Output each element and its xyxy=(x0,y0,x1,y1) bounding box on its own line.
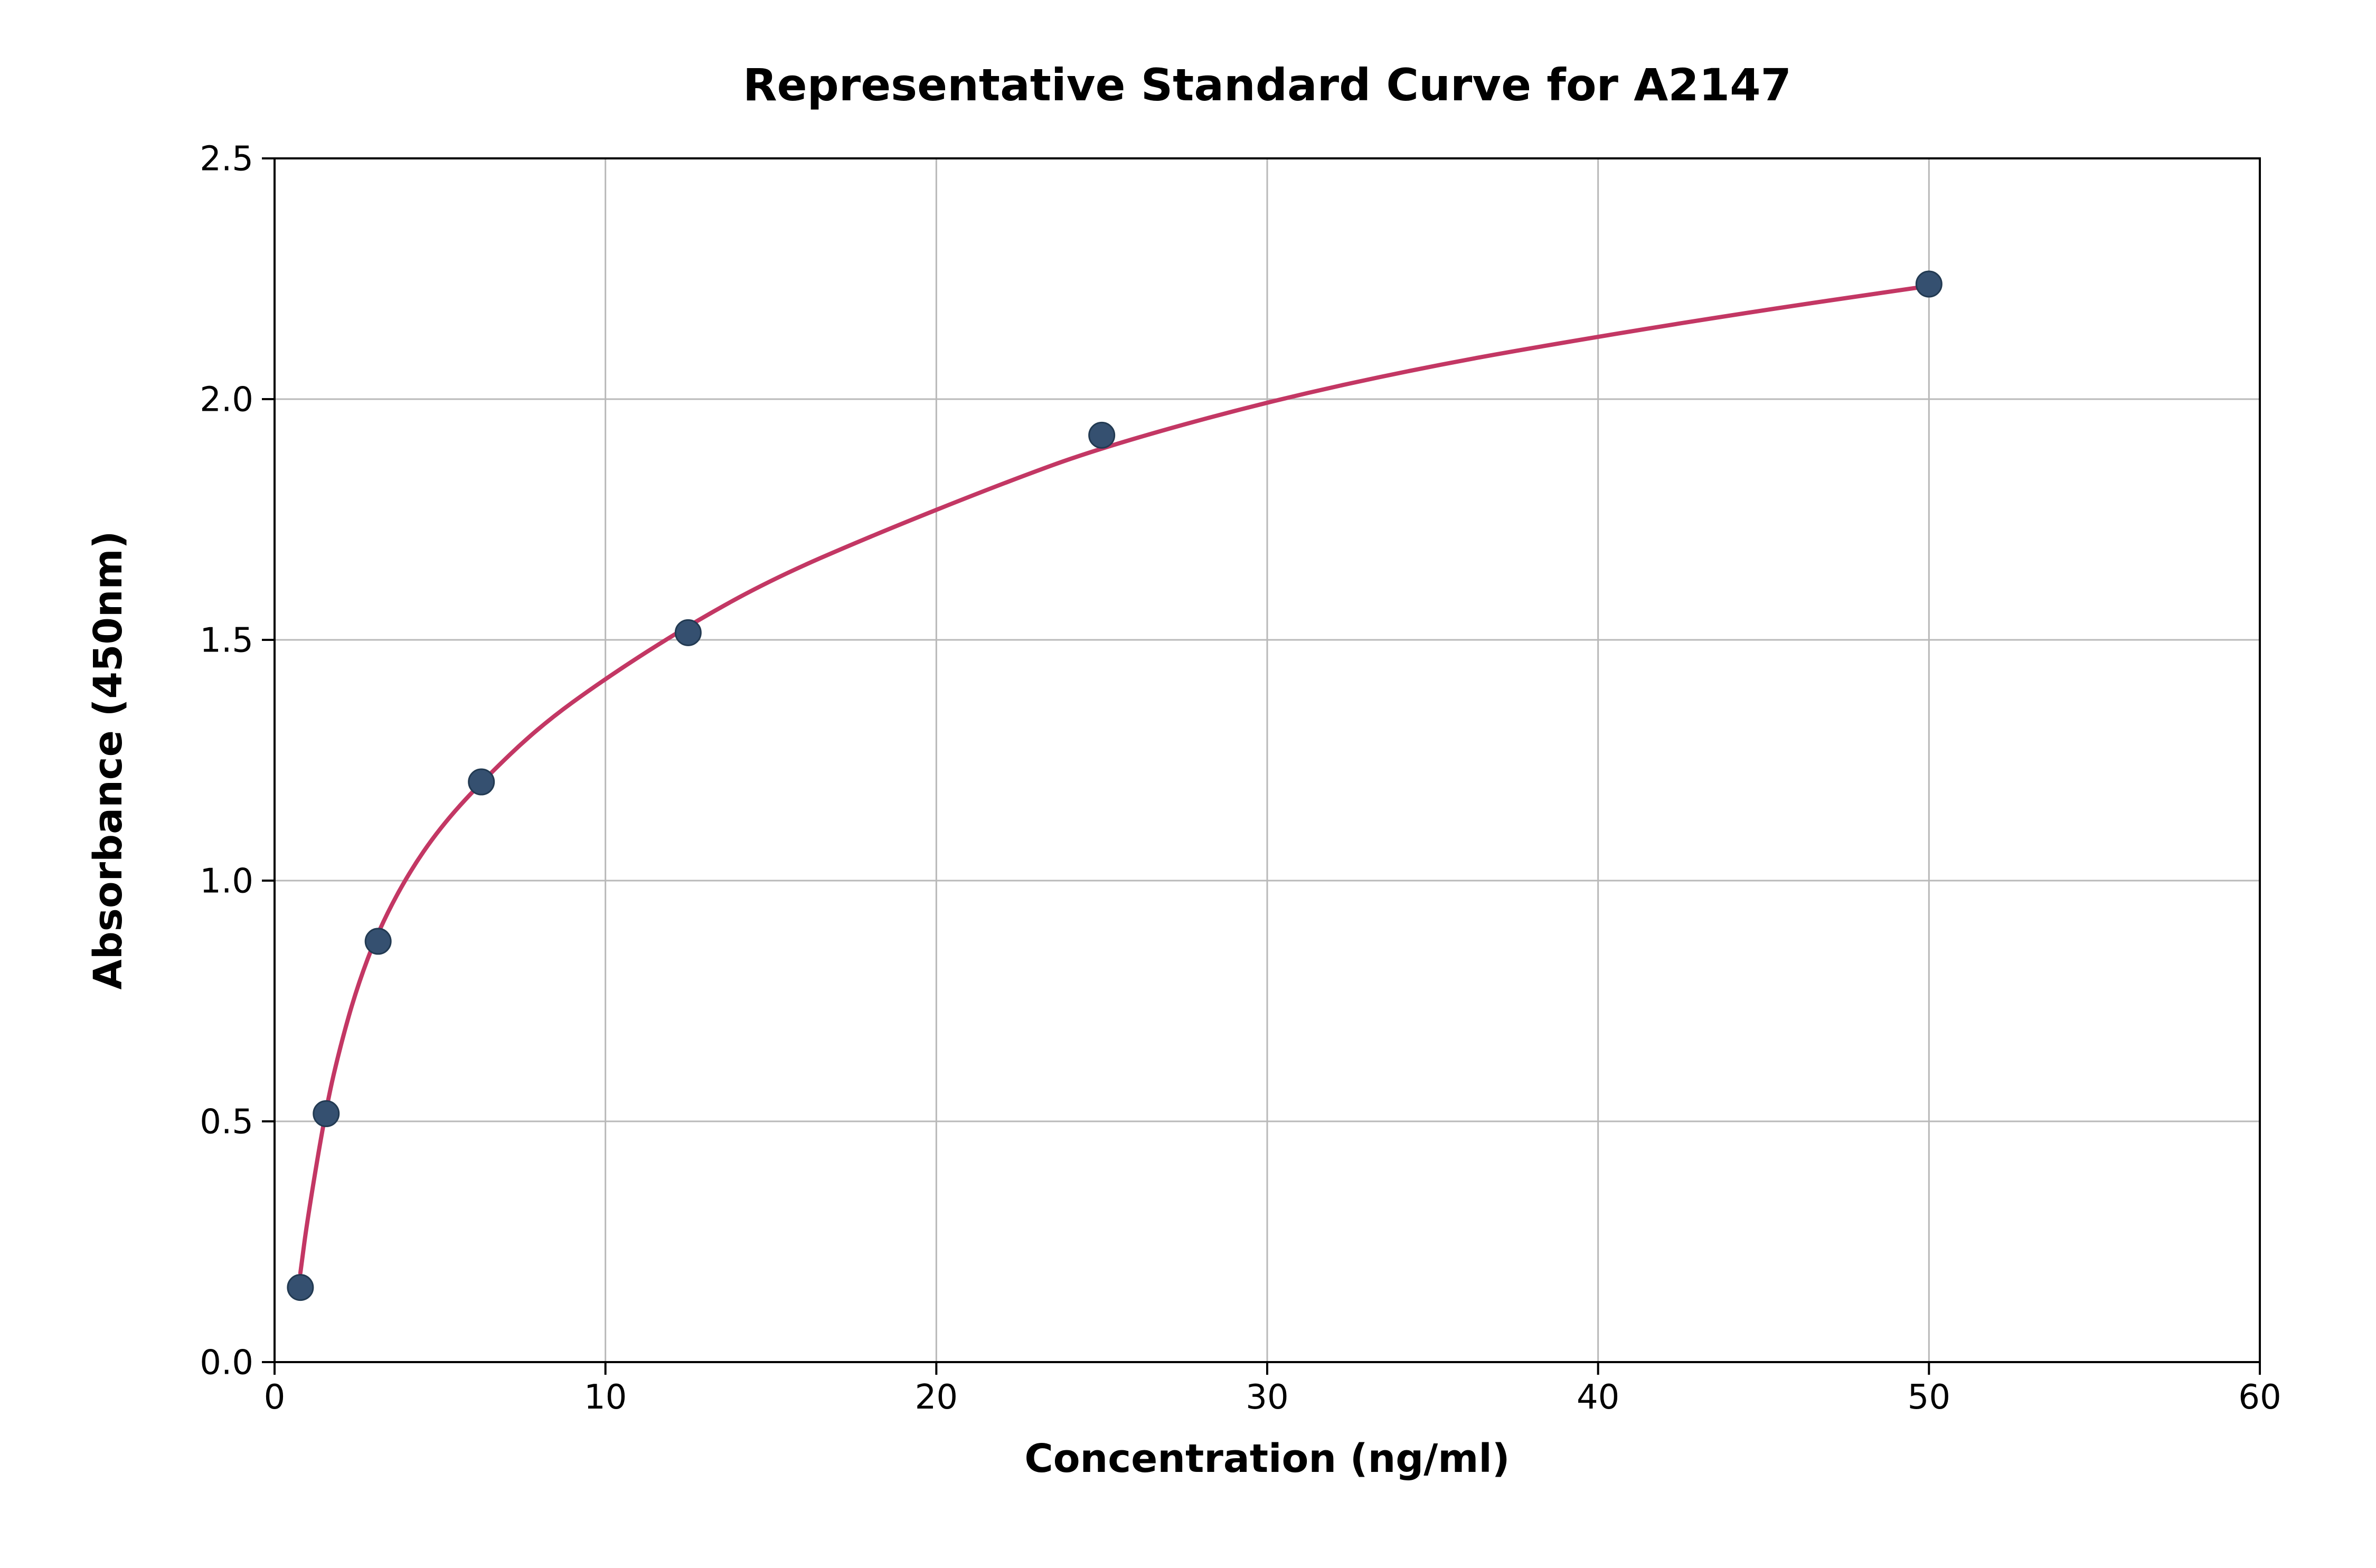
y-tick-label: 0.0 xyxy=(200,1343,253,1382)
y-axis-label: Absorbance (450nm) xyxy=(86,531,131,990)
data-point xyxy=(1916,271,1941,297)
chart-background xyxy=(0,0,2376,1568)
data-point xyxy=(314,1101,339,1126)
x-tick-label: 50 xyxy=(1908,1378,1950,1417)
x-tick-label: 40 xyxy=(1577,1378,1619,1417)
data-point xyxy=(1089,422,1115,448)
x-tick-label: 60 xyxy=(2238,1378,2281,1417)
chart-svg: 0 10 20 30 40 50 60 0.0 0.5 1.0 1.5 2.0 2.5 Represent… xyxy=(0,0,2376,1568)
chart-container: 0 10 20 30 40 50 60 0.0 0.5 1.0 1.5 2.0 2.5 Represent… xyxy=(0,0,2376,1568)
x-axis-label: Concentration (ng/ml) xyxy=(1024,1436,1510,1481)
data-point xyxy=(675,620,701,645)
y-tick-label: 2.0 xyxy=(200,380,253,419)
y-tick-label: 0.5 xyxy=(200,1102,253,1141)
data-point xyxy=(365,929,391,954)
chart-title: Representative Standard Curve for A2147 xyxy=(743,59,1792,111)
x-tick-label: 10 xyxy=(584,1378,627,1417)
x-tick-label: 30 xyxy=(1246,1378,1288,1417)
x-tick-label: 0 xyxy=(264,1378,286,1417)
y-tick-label: 1.5 xyxy=(200,621,253,660)
y-tick-label: 1.0 xyxy=(200,862,253,901)
x-tick-label: 20 xyxy=(915,1378,958,1417)
y-tick-label: 2.5 xyxy=(200,139,253,178)
data-point xyxy=(288,1275,313,1300)
data-point xyxy=(469,769,494,795)
